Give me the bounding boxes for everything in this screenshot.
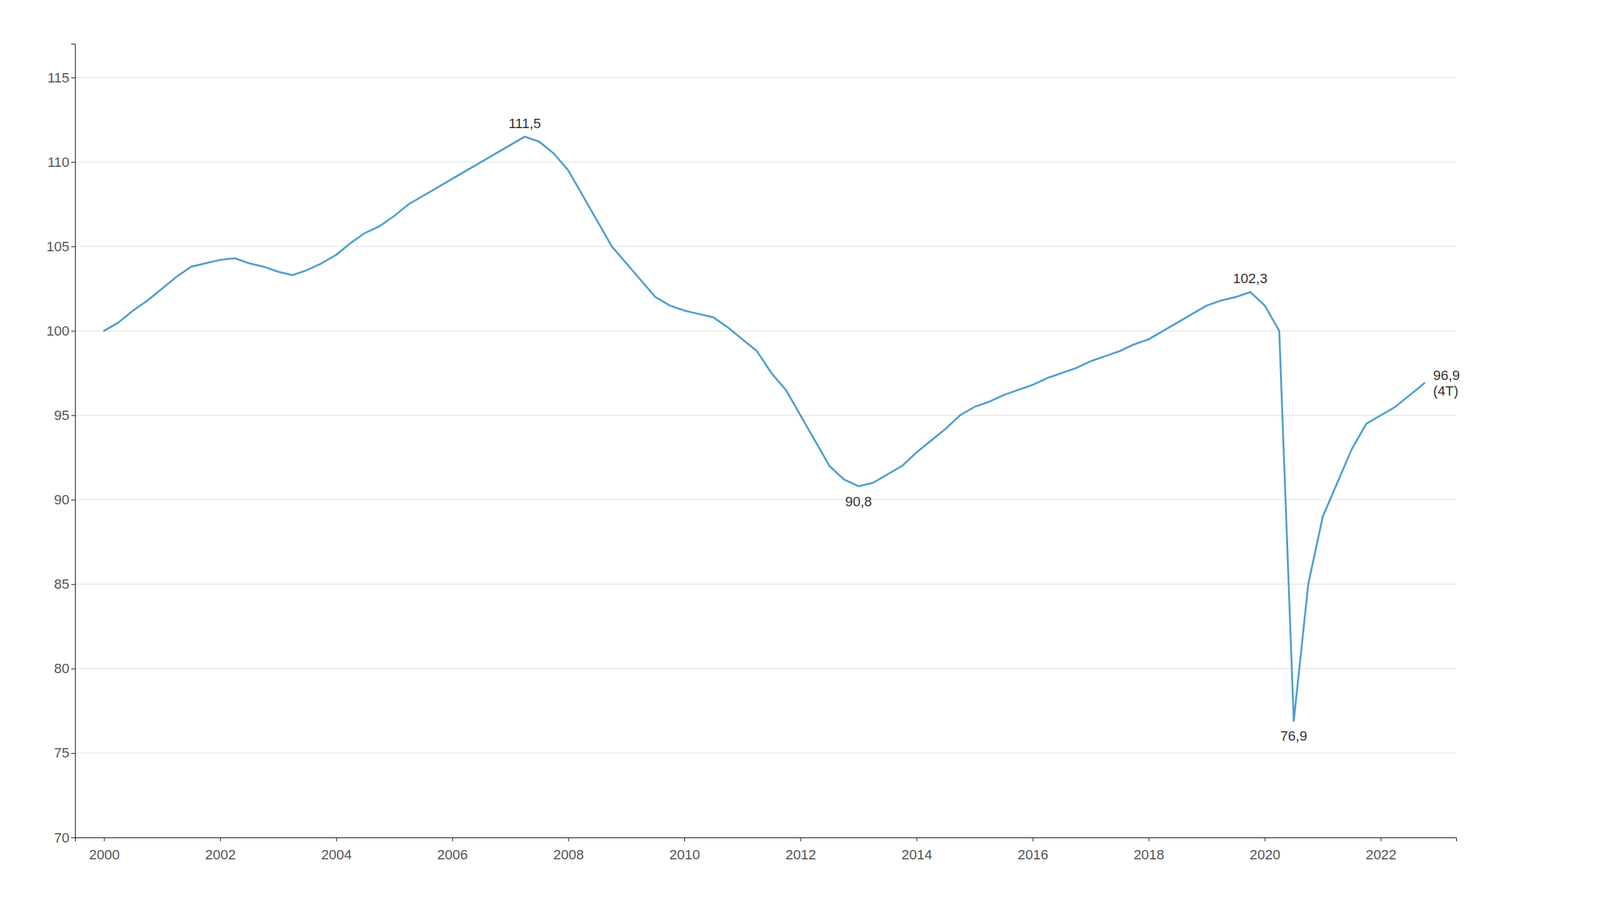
annotation: 111,5 xyxy=(508,115,542,132)
x-axis-tick: 2022 xyxy=(1365,837,1397,863)
x-axis-tick-label: 2018 xyxy=(1133,846,1165,863)
y-grid-line xyxy=(75,752,1457,754)
x-axis-tick: 2010 xyxy=(669,837,700,863)
y-axis-tick-mark xyxy=(71,500,75,501)
line xyxy=(103,136,1425,722)
y-grid-line xyxy=(75,415,1457,416)
y-axis-tick: 75 xyxy=(54,745,75,761)
x-axis-tick-mark xyxy=(1148,837,1150,842)
y-axis-tick: 70 xyxy=(54,830,75,846)
background xyxy=(0,0,1600,900)
y-axis-tick-mark xyxy=(71,330,75,332)
y-axis: 70 75 80 85 90 95 100 105 110 115 xyxy=(46,44,75,846)
x-axis-tick-mark xyxy=(103,837,105,842)
y-grid-line xyxy=(75,330,1457,332)
y-axis-tick: 100 xyxy=(46,323,75,339)
y-grid-line xyxy=(75,161,1457,163)
y-axis-tick-mark xyxy=(71,246,75,247)
x-axis-tick: 2002 xyxy=(205,837,236,863)
y-axis-tick-label: 70 xyxy=(54,830,70,846)
y-axis-tick: 90 xyxy=(54,491,75,508)
annotation-line: 90,8 xyxy=(845,493,872,510)
x-axis-tick-label: 2016 xyxy=(1017,846,1049,863)
x-axis-tick-mark xyxy=(916,837,917,842)
x-axis-tick-mark xyxy=(1032,837,1034,842)
y-grid-line xyxy=(75,583,1457,585)
x-axis-tick-mark xyxy=(684,837,685,842)
y-axis-tick: 110 xyxy=(47,154,75,170)
x-axis-tick: 2020 xyxy=(1250,837,1281,863)
y-axis-tick-mark xyxy=(71,584,75,585)
annotation-line: (4T) xyxy=(1433,383,1459,399)
x-axis-tick-mark xyxy=(568,837,569,842)
x-axis-tick-label: 2012 xyxy=(785,846,817,863)
y-axis-tick: 85 xyxy=(54,576,75,592)
x-axis-tick: 2000 xyxy=(88,837,120,863)
y-axis-tick-label: 110 xyxy=(47,154,70,170)
y-axis-tick-label: 80 xyxy=(54,660,70,677)
annotation-line: 96,9 xyxy=(1433,367,1460,384)
y-axis-tick: 105 xyxy=(46,238,75,255)
x-axis-line xyxy=(75,838,1457,842)
x-axis-tick: 2008 xyxy=(553,837,584,863)
y-axis-tick-mark xyxy=(71,161,75,163)
y-axis-tick: 95 xyxy=(54,407,75,424)
x-axis-tick-label: 2020 xyxy=(1250,846,1281,863)
y-axis-tick: 80 xyxy=(54,660,75,677)
y-axis-tick-mark xyxy=(71,753,75,754)
x-axis-tick-label: 2002 xyxy=(205,846,236,863)
x-axis-tick: 2006 xyxy=(437,837,469,863)
x-axis-tick-label: 2010 xyxy=(669,846,700,863)
y-axis-line xyxy=(71,44,76,839)
x-axis-tick-label: 2008 xyxy=(553,846,584,863)
x-axis-tick-mark xyxy=(1265,837,1266,842)
x-axis-tick: 2018 xyxy=(1133,837,1165,863)
x-axis-tick: 2016 xyxy=(1017,837,1049,863)
y-axis-tick-mark xyxy=(71,415,75,416)
y-grid-line xyxy=(75,246,1457,247)
x-axis-tick-mark xyxy=(800,837,802,842)
x-axis-tick: 2012 xyxy=(785,837,817,863)
plot-area xyxy=(103,136,1425,722)
annotation: 90,8 xyxy=(845,493,872,510)
y-axis-tick-mark xyxy=(71,837,75,839)
x-axis-tick-label: 2006 xyxy=(437,846,469,863)
y-axis-tick-label: 90 xyxy=(54,491,70,508)
grid xyxy=(75,77,1457,838)
y-axis-tick-label: 105 xyxy=(46,238,70,255)
y-axis-tick-mark xyxy=(71,668,75,670)
x-axis-tick: 2014 xyxy=(901,837,932,863)
y-grid-line xyxy=(75,668,1457,669)
y-grid-line xyxy=(75,499,1457,500)
x-axis-tick-mark xyxy=(1380,837,1382,842)
x-axis-tick: 2004 xyxy=(321,837,352,863)
x-axis-tick-mark xyxy=(452,837,454,842)
annotation: 96,9(4T) xyxy=(1433,367,1460,399)
y-axis-tick-mark xyxy=(71,77,75,79)
x-axis: 2000 2002 2004 2006 2008 2010 2012 2014 2016 2018… xyxy=(75,837,1457,863)
x-axis-tick-label: 2022 xyxy=(1365,846,1397,863)
annotation-line: 76,9 xyxy=(1280,728,1308,744)
y-grid-line xyxy=(75,77,1457,79)
x-axis-tick-mark xyxy=(336,837,337,842)
annotation-line: 102,3 xyxy=(1233,270,1268,287)
x-axis-tick-label: 2004 xyxy=(321,846,352,863)
y-axis-tick-label: 75 xyxy=(54,745,70,761)
y-axis-tick-label: 95 xyxy=(54,407,70,424)
y-axis-tick: 115 xyxy=(47,70,75,86)
x-axis-tick-label: 2014 xyxy=(901,846,932,863)
annotation: 102,3 xyxy=(1233,270,1268,287)
y-axis-tick-label: 115 xyxy=(47,70,70,86)
annotation-line: 111,5 xyxy=(508,115,542,132)
y-axis-tick-label: 85 xyxy=(54,576,70,592)
y-axis-tick-label: 100 xyxy=(46,323,70,339)
x-axis-tick-label: 2000 xyxy=(88,846,120,863)
annotations: 111,5 90,8 102,3 76,9 96,9(4T) xyxy=(508,115,1460,745)
chart: 2000 2002 2004 2006 2008 2010 2012 2014 2016 2018… xyxy=(0,0,1600,900)
x-axis-tick-mark xyxy=(220,837,221,842)
annotation: 76,9 xyxy=(1280,728,1308,744)
